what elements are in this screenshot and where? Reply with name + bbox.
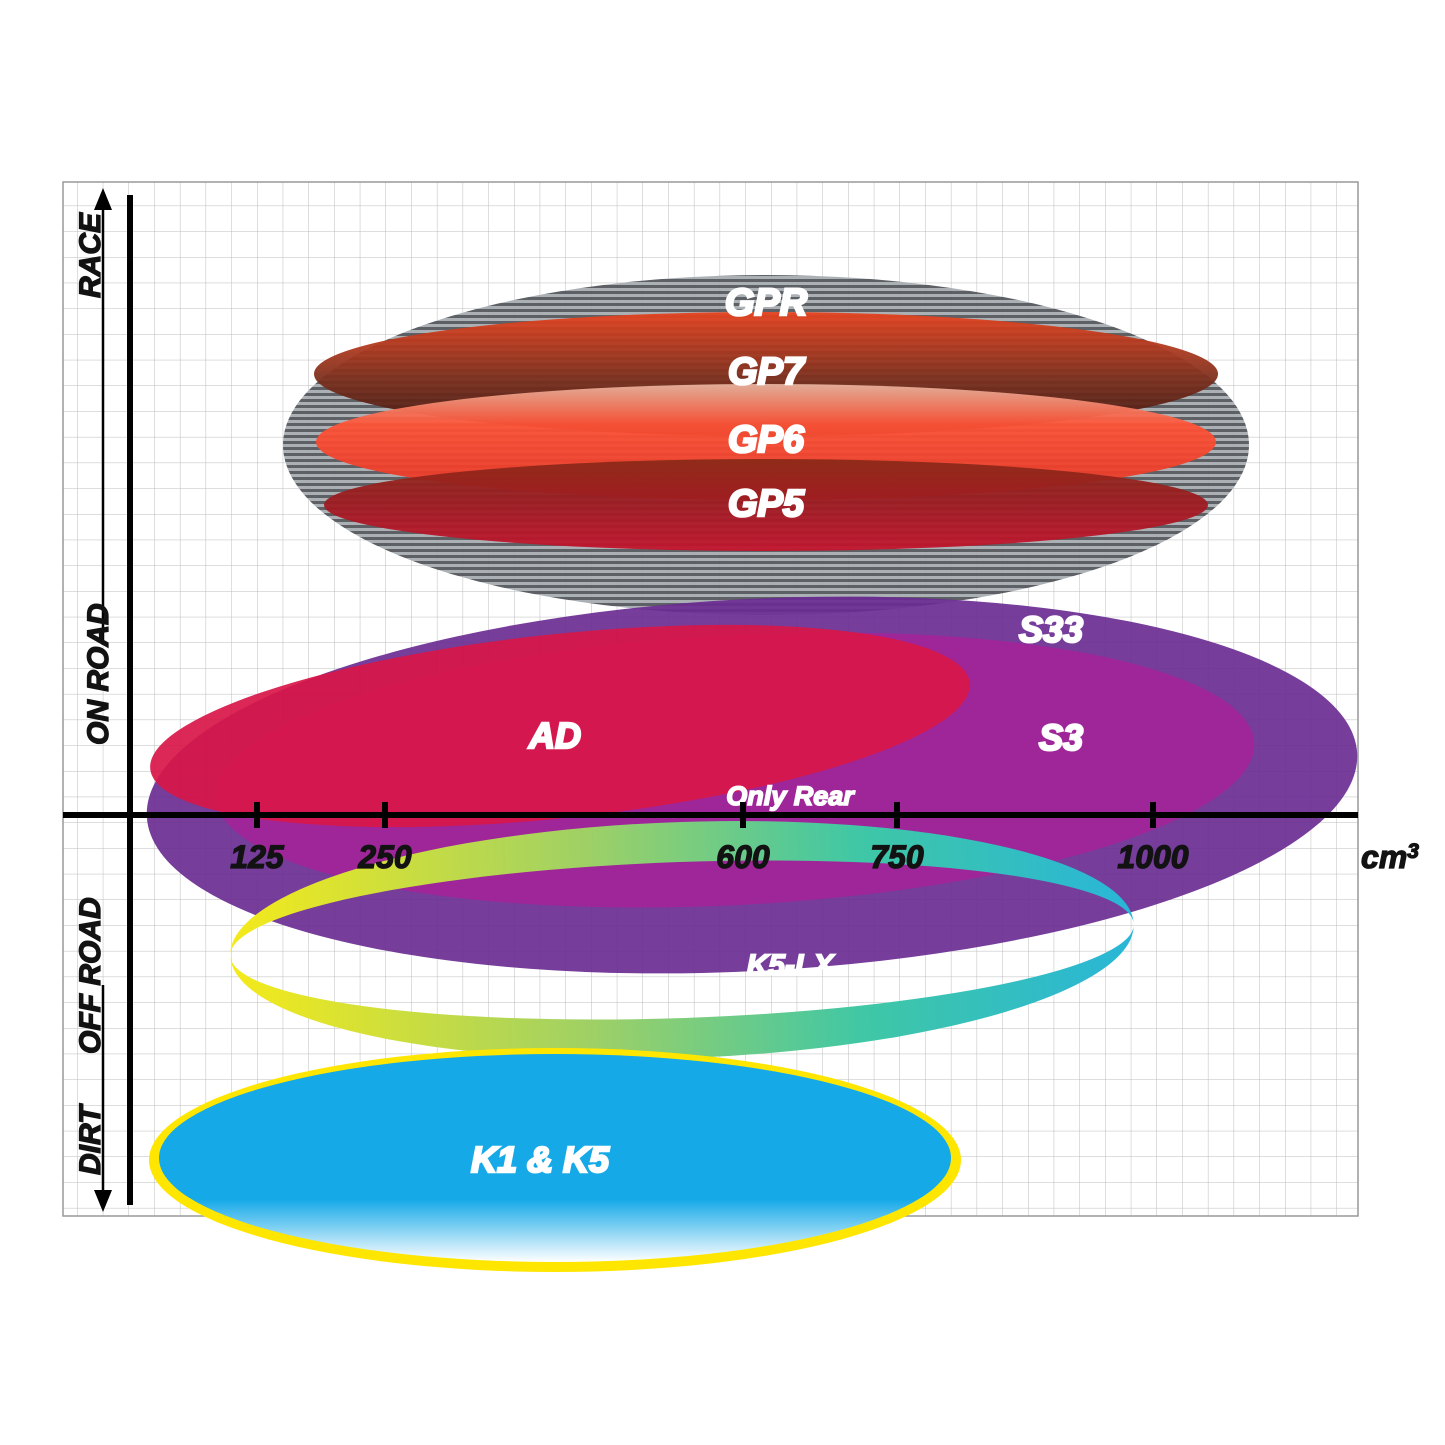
svg-text:K5-LX: K5-LX — [747, 949, 836, 982]
svg-text:1000: 1000 — [1117, 839, 1188, 875]
svg-text:750: 750 — [870, 839, 924, 875]
svg-text:DIRT: DIRT — [74, 1103, 107, 1175]
svg-text:GP7: GP7 — [728, 351, 806, 393]
svg-text:OFF ROAD: OFF ROAD — [74, 897, 107, 1054]
svg-text:S33: S33 — [1019, 609, 1083, 650]
svg-text:AD: AD — [528, 715, 581, 756]
svg-text:K1 & K5: K1 & K5 — [471, 1139, 610, 1180]
svg-text:RACE: RACE — [74, 212, 107, 298]
svg-text:cm3: cm3 — [1361, 839, 1419, 875]
svg-text:GP6: GP6 — [728, 419, 805, 461]
svg-text:250: 250 — [357, 839, 412, 875]
svg-text:600: 600 — [716, 839, 770, 875]
svg-text:125: 125 — [230, 839, 285, 875]
svg-text:S3: S3 — [1039, 717, 1083, 758]
svg-text:ON ROAD: ON ROAD — [82, 603, 115, 745]
svg-text:GP5: GP5 — [728, 483, 805, 525]
svg-text:GPR: GPR — [725, 282, 808, 324]
